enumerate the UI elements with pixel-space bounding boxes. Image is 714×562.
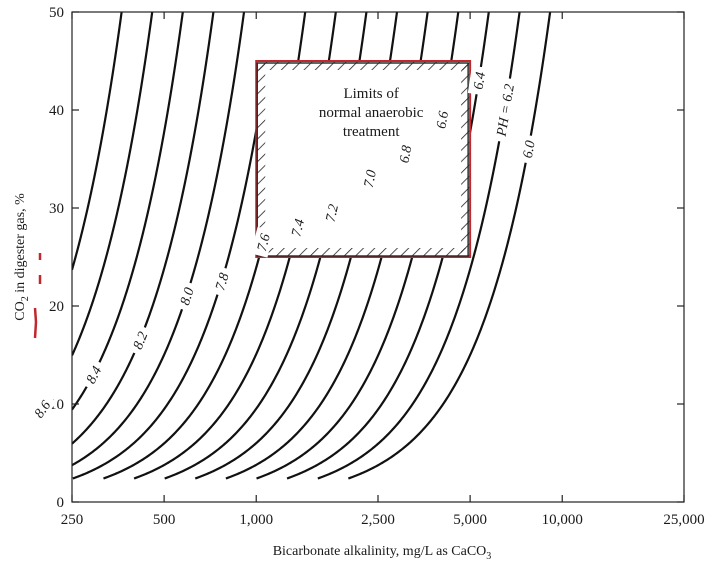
curve-label-8-2: 8.2	[126, 324, 153, 357]
curve-label-7-8: 7.8	[209, 265, 234, 298]
curve-label-text: 7.6	[255, 232, 274, 253]
curve-ph-8-6	[72, 12, 154, 356]
x-tick-label: 1,000	[239, 512, 273, 528]
box-text-line: treatment	[343, 124, 400, 140]
axis-ticks: 250 500 1,000 2,500 5,000 10,000 25,0000102030…	[49, 5, 705, 528]
x-axis-title: Bicarbonate alkalinity, mg/L as CaCO3	[273, 544, 492, 562]
y-tick-label: 50	[49, 5, 64, 21]
curve-label-text: 7.4	[289, 218, 308, 238]
box-text-line: normal anaerobic	[319, 105, 424, 121]
curve-ph-8-8	[72, 12, 123, 271]
curve-label-7-6: 7.6	[250, 226, 275, 258]
curve-label-text: PH = 6.2	[494, 83, 518, 138]
box-red-outline	[255, 60, 472, 258]
curve-label-7-2: 7.2	[319, 197, 343, 229]
curve-label-text: 8.0	[178, 286, 198, 307]
box-inner-outline	[256, 62, 469, 257]
x-tick-label: 2,500	[361, 512, 395, 528]
curve-label-6-8: 6.8	[393, 138, 415, 170]
curves-layer	[72, 12, 552, 480]
normal-treatment-box: Limits of normal anaerobic treatment	[255, 60, 472, 258]
x-tick-label: 10,000	[542, 512, 583, 528]
curve-label-8-8: 8.8	[0, 422, 2, 454]
curve-label-7-4: 7.4	[285, 212, 309, 243]
curve-label-6-2: PH = 6.2	[490, 77, 518, 143]
curve-label-7-0: 7.0	[357, 163, 380, 194]
curve-label-text: 8.2	[131, 330, 151, 352]
curve-label-text: 7.8	[213, 271, 232, 292]
box-hatch-band	[256, 248, 471, 257]
x-tick-label: 25,000	[663, 512, 704, 528]
curve-label-8-0: 8.0	[173, 280, 199, 312]
box-text-line: Limits of	[343, 86, 398, 102]
curve-label-8-4: 8.4	[79, 358, 107, 391]
y-tick-label: 20	[49, 299, 64, 315]
curve-ph-8-0	[72, 12, 246, 467]
curve-label-text: 7.0	[362, 169, 380, 189]
curve-ph-6-2	[317, 12, 521, 480]
curve-label-text: 6.4	[472, 71, 490, 91]
curve-labels: 6.0PH = 6.26.4 6.6 6.8 7.0 7.2 7.4 7.6 7.8 8.0 8.…	[0, 65, 539, 454]
curve-ph-6-0	[347, 12, 552, 480]
curve-label-6-0: 6.0	[516, 133, 539, 165]
y-axis-title: CO2 in digester gas, %	[13, 193, 31, 321]
curve-label-text: 6.8	[397, 144, 415, 164]
box-hatch-band	[256, 61, 266, 257]
y-tick-label: 0	[57, 495, 65, 511]
x-tick-label: 5,000	[453, 512, 487, 528]
curve-label-6-6: 6.6	[430, 104, 452, 135]
y-tick-label: 40	[49, 103, 64, 119]
y-tick-label: 30	[49, 201, 64, 217]
box-hatch-band	[461, 61, 471, 257]
curve-label-text: 6.0	[521, 140, 539, 160]
box-hatch-band	[256, 61, 471, 70]
curve-ph-7-8	[72, 109, 261, 480]
curve-label-text: 7.2	[324, 203, 342, 223]
curve-label-text: 8.4	[84, 364, 105, 386]
red-margin-mark	[33, 253, 42, 339]
curve-label-6-4: 6.4	[467, 65, 490, 96]
x-tick-label: 250	[61, 512, 84, 528]
curve-label-text: 6.6	[434, 110, 452, 130]
x-tick-label: 500	[153, 512, 176, 528]
